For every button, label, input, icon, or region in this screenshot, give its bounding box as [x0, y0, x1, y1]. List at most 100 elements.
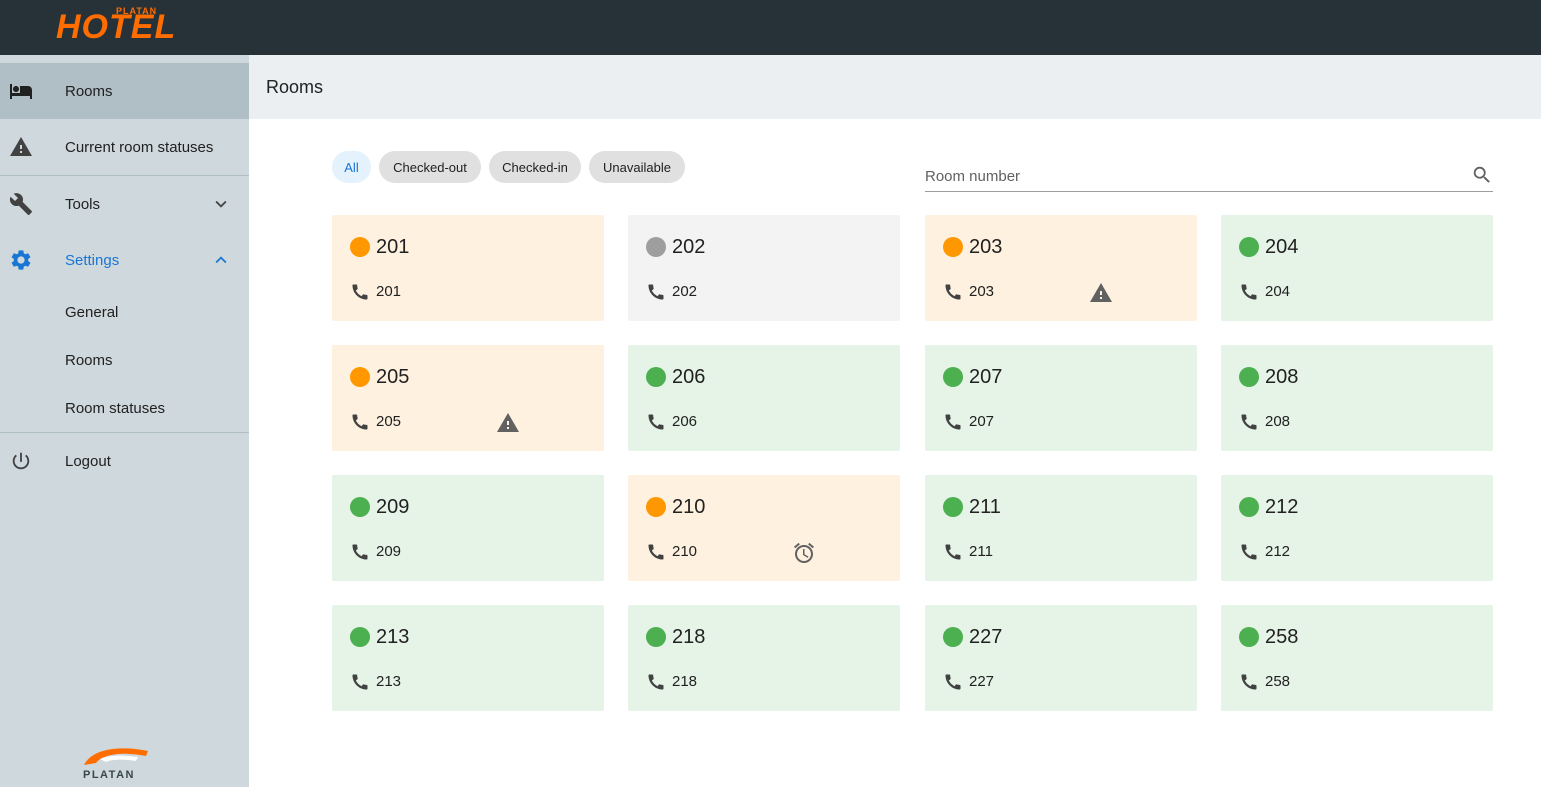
room-phone-extension: 208	[1265, 413, 1291, 430]
room-status-dot	[1239, 367, 1259, 387]
room-card[interactable]: 213 213	[332, 605, 604, 711]
logo-brand-text: PLATAN	[116, 6, 158, 16]
footer-logo-text: PLATAN	[83, 769, 135, 781]
room-number: 227	[969, 626, 1003, 648]
search-icon[interactable]	[1471, 164, 1493, 186]
room-phone-extension: 218	[672, 673, 698, 690]
sidebar-subitem-general[interactable]: General	[0, 288, 249, 336]
room-number: 218	[672, 626, 706, 648]
room-number: 210	[672, 496, 706, 518]
room-number: 208	[1265, 366, 1299, 388]
sidebar-item-settings[interactable]: Settings	[0, 232, 249, 288]
sidebar-item-label: Current room statuses	[65, 138, 214, 156]
room-card[interactable]: 207 207	[925, 345, 1197, 451]
phone-icon	[646, 282, 666, 302]
page-title: Rooms	[266, 77, 324, 97]
room-phone-extension: 207	[969, 413, 995, 430]
room-card[interactable]: 208 208	[1221, 345, 1493, 451]
room-phone-extension: 258	[1265, 673, 1291, 690]
room-card[interactable]: 205 205	[332, 345, 604, 451]
room-number: 213	[376, 626, 410, 648]
room-number-input[interactable]	[925, 164, 1455, 188]
warning-icon	[1089, 281, 1113, 305]
room-status-dot	[646, 367, 666, 387]
room-phone-extension: 203	[969, 283, 995, 300]
room-card[interactable]: 218 218	[628, 605, 900, 711]
phone-icon	[1239, 542, 1259, 562]
sidebar-item-logout[interactable]: Logout	[0, 433, 249, 489]
room-card[interactable]: 204 204	[1221, 215, 1493, 321]
sidebar-divider	[0, 175, 249, 176]
phone-icon	[350, 542, 370, 562]
room-number: 204	[1265, 236, 1299, 258]
room-phone-extension: 212	[1265, 543, 1291, 560]
room-card[interactable]: 210 210	[628, 475, 900, 581]
room-phone-extension: 206	[672, 413, 698, 430]
sidebar-subitem-label: General	[65, 303, 119, 321]
room-status-dot	[646, 627, 666, 647]
filter-chip-all[interactable]: All	[332, 151, 371, 183]
room-card[interactable]: 206 206	[628, 345, 900, 451]
phone-icon	[350, 412, 370, 432]
sidebar-item-rooms[interactable]: Rooms	[0, 63, 249, 119]
sidebar-item-label: Logout	[65, 452, 111, 470]
room-card[interactable]: 258 258	[1221, 605, 1493, 711]
sidebar-item-label: Tools	[65, 195, 101, 213]
room-card[interactable]: 201 201	[332, 215, 604, 321]
room-number: 205	[376, 366, 410, 388]
room-number: 258	[1265, 626, 1299, 648]
filter-chip-unavailable[interactable]: Unavailable	[589, 151, 685, 183]
room-number: 202	[672, 236, 706, 258]
phone-icon	[943, 672, 963, 692]
phone-icon	[1239, 282, 1259, 302]
room-status-dot	[1239, 497, 1259, 517]
filter-chip-checked-in[interactable]: Checked-in	[489, 151, 581, 183]
room-phone-extension: 202	[672, 283, 698, 300]
phone-icon	[1239, 412, 1259, 432]
room-card[interactable]: 212 212	[1221, 475, 1493, 581]
sidebar-subitem-label: Rooms	[65, 351, 113, 369]
hotel-logo[interactable]: PLATAN HOTEL	[56, 4, 196, 46]
sidebar-subitem-rooms[interactable]: Rooms	[0, 336, 249, 384]
room-status-dot	[350, 627, 370, 647]
filter-chip-checked-out[interactable]: Checked-out	[379, 151, 481, 183]
chevron-down-icon	[210, 193, 232, 215]
room-card[interactable]: 211 211	[925, 475, 1197, 581]
room-card[interactable]: 209 209	[332, 475, 604, 581]
phone-icon	[646, 672, 666, 692]
phone-icon	[943, 412, 963, 432]
room-phone-extension: 213	[376, 673, 402, 690]
room-card[interactable]: 202 202	[628, 215, 900, 321]
sidebar-item-label: Settings	[65, 251, 120, 269]
room-card[interactable]: 227 227	[925, 605, 1197, 711]
sidebar-item-current-room-statuses[interactable]: Current room statuses	[0, 119, 249, 175]
room-phone-extension: 210	[672, 543, 698, 560]
phone-icon	[646, 542, 666, 562]
phone-icon	[943, 542, 963, 562]
room-number: 211	[969, 496, 1001, 518]
sidebar-item-tools[interactable]: Tools	[0, 176, 249, 232]
room-status-dot	[943, 497, 963, 517]
top-app-bar: PLATAN HOTEL	[0, 0, 1541, 55]
logo-main-text: HOTEL	[56, 8, 177, 46]
sidebar: Rooms Current room statuses Tools Settin…	[0, 55, 249, 787]
room-status-dot	[350, 237, 370, 257]
room-phone-extension: 211	[969, 543, 993, 560]
room-number: 209	[376, 496, 410, 518]
room-status-dot	[1239, 237, 1259, 257]
room-search	[925, 160, 1493, 192]
room-status-dot	[943, 627, 963, 647]
room-number: 206	[672, 366, 706, 388]
room-status-dot	[943, 367, 963, 387]
room-card[interactable]: 203 203	[925, 215, 1197, 321]
gear-icon	[8, 247, 34, 273]
room-number: 203	[969, 236, 1003, 258]
room-number: 212	[1265, 496, 1299, 518]
phone-icon	[350, 282, 370, 302]
warning-icon	[496, 411, 520, 435]
platan-logo: PLATAN	[80, 743, 162, 787]
sidebar-subitem-room-statuses[interactable]: Room statuses	[0, 384, 249, 432]
room-phone-extension: 209	[376, 543, 402, 560]
room-phone-extension: 204	[1265, 283, 1291, 300]
sidebar-item-label: Rooms	[65, 82, 113, 100]
